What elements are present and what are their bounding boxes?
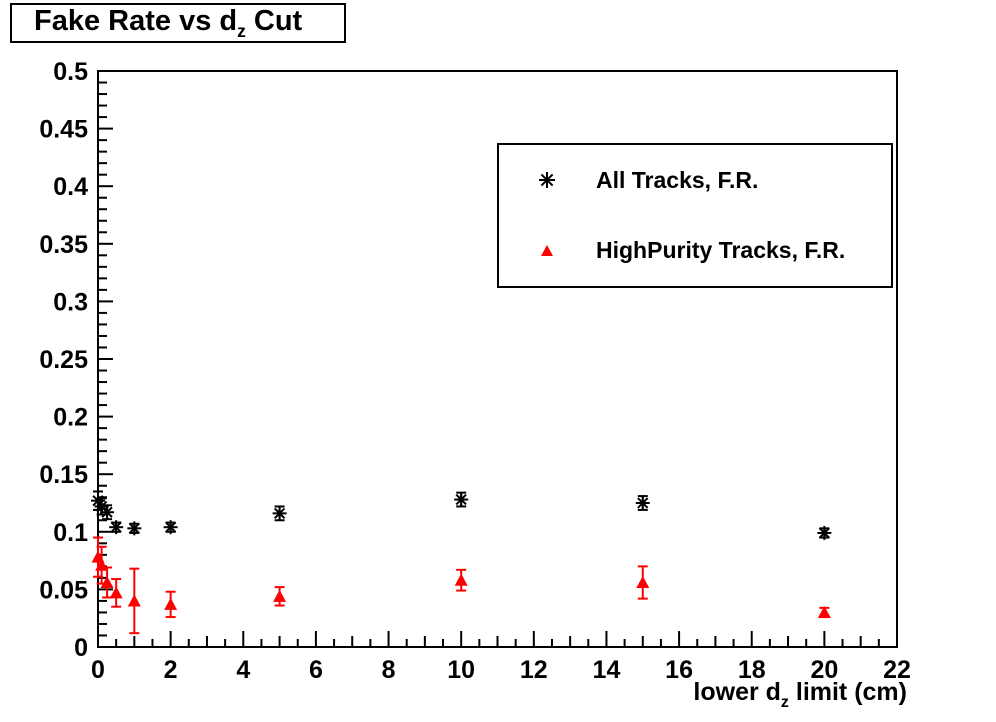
asterisk-marker-icon xyxy=(163,520,178,535)
x-axis-tick-label: 20 xyxy=(810,656,838,684)
triangle-marker-icon xyxy=(100,575,114,589)
asterisk-marker-icon xyxy=(100,505,115,520)
y-axis-tick-label: 0.4 xyxy=(53,173,88,201)
x-axis-tick-label: 14 xyxy=(593,656,621,684)
asterisk-marker-icon xyxy=(635,496,650,510)
x-axis-tick-label: 6 xyxy=(309,656,323,684)
plot-title-subscript: z xyxy=(237,20,246,41)
triangle-marker-icon xyxy=(541,244,553,256)
asterisk-spoke xyxy=(273,507,286,519)
asterisk-marker-icon xyxy=(817,525,832,540)
x-axis-tick-label: 18 xyxy=(738,656,766,684)
triangle-marker-icon xyxy=(273,589,287,602)
series-all-tracks xyxy=(91,490,832,540)
triangle-marker-icon xyxy=(164,597,178,610)
plot-title: Fake Rate vs dz Cut xyxy=(34,5,302,42)
plot-frame xyxy=(97,70,898,648)
legend-entry-highpurity-tracks: HighPurity Tracks, F.R. xyxy=(499,216,891,287)
x-axis-tick-label: 12 xyxy=(520,656,548,684)
x-axis-tick-label: 22 xyxy=(883,656,911,684)
y-axis-tick-label: 0.25 xyxy=(39,346,88,374)
asterisk-spoke xyxy=(818,527,830,539)
y-axis-tick-label: 0 xyxy=(74,634,88,662)
asterisk-spoke xyxy=(165,521,177,533)
asterisk-marker-icon xyxy=(539,172,555,189)
asterisk-spoke xyxy=(455,493,467,506)
triangle-marker-icon xyxy=(109,586,123,599)
asterisk-spoke xyxy=(96,500,108,513)
triangle-marker-icon xyxy=(636,575,650,589)
y-axis-tick-label: 0.35 xyxy=(39,231,88,259)
series-highpurity-tracks xyxy=(91,536,831,635)
y-axis-tick-label: 0.5 xyxy=(53,58,88,86)
triangle-marker-icon xyxy=(817,605,831,618)
triangle-marker-icon xyxy=(454,573,468,586)
x-axis-tick-label: 8 xyxy=(382,656,396,684)
asterisk-marker-icon xyxy=(454,492,469,507)
y-axis-tick-label: 0.45 xyxy=(39,116,88,144)
asterisk-spoke xyxy=(637,497,649,509)
legend-entry-all-tracks: All Tracks, F.R. xyxy=(499,145,891,216)
triangle-glyph xyxy=(541,244,553,256)
x-axis-tick-label: 4 xyxy=(236,656,250,684)
plot-title-post: Cut xyxy=(245,4,303,37)
y-axis-tick-label: 0.3 xyxy=(53,288,88,316)
asterisk-marker-icon xyxy=(127,521,142,536)
x-axis-tick-label: 2 xyxy=(164,656,178,684)
asterisk-spoke xyxy=(540,173,554,187)
asterisk-marker-icon xyxy=(272,506,287,521)
y-axis-tick-label: 0.1 xyxy=(53,519,88,547)
y-axis-tick-label: 0.2 xyxy=(53,404,88,432)
x-axis-tick-label: 10 xyxy=(447,656,475,684)
plot-title-pre: Fake Rate vs d xyxy=(34,4,238,37)
asterisk-spoke xyxy=(110,521,122,533)
asterisk-marker-icon xyxy=(109,520,124,535)
y-axis-tick-label: 0.15 xyxy=(39,461,88,489)
asterisk-spoke xyxy=(128,522,140,534)
triangle-marker-icon xyxy=(127,594,141,607)
legend-label-highpurity-tracks: HighPurity Tracks, F.R. xyxy=(596,237,846,264)
x-axis-title: lower dz limit (cm) xyxy=(693,678,907,711)
plot-title-box: Fake Rate vs dz Cut xyxy=(10,3,346,43)
x-axis-tick-label: 16 xyxy=(665,656,693,684)
asterisk-spoke xyxy=(101,506,113,518)
y-axis-tick-label: 0.05 xyxy=(39,576,88,604)
x-axis-tick-label: 0 xyxy=(91,656,105,684)
legend-label-all-tracks: All Tracks, F.R. xyxy=(596,166,759,193)
legend-box: All Tracks, F.R. HighPurity Tracks, F.R. xyxy=(497,143,893,288)
